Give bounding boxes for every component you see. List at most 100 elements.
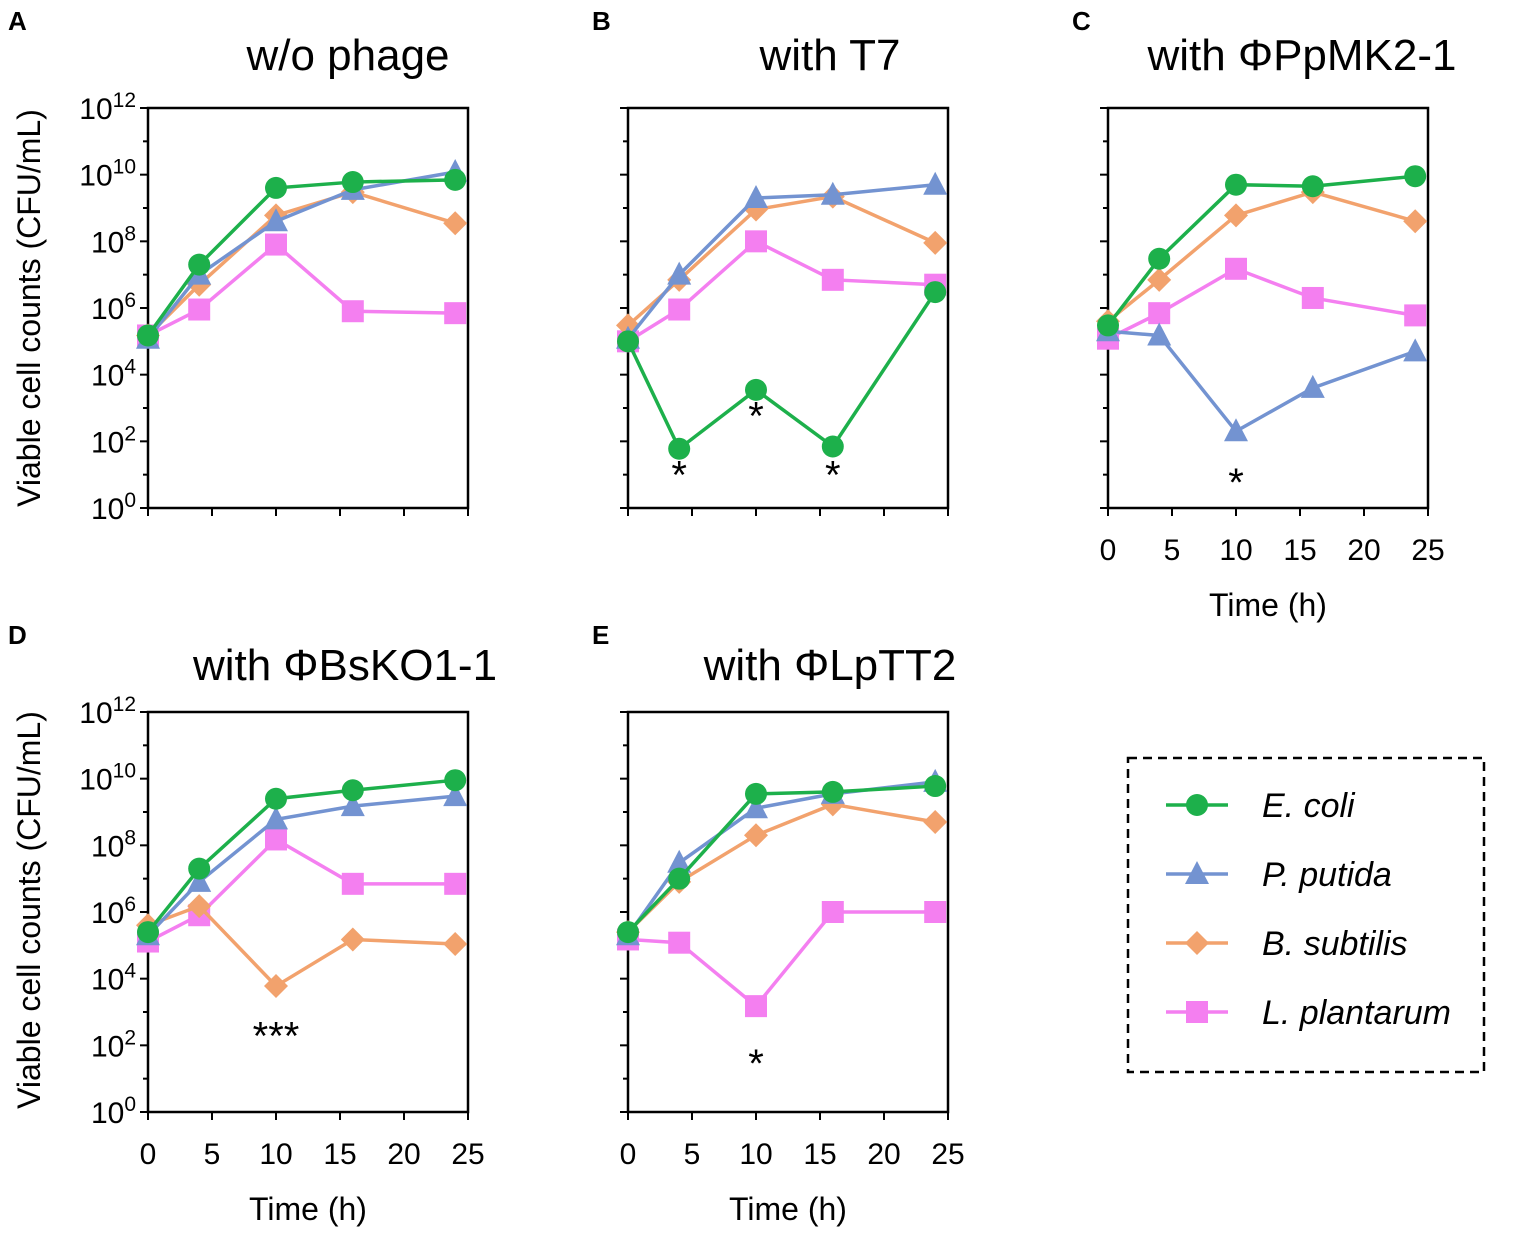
data-point <box>745 230 767 253</box>
data-point <box>821 780 844 803</box>
data-point <box>187 868 212 892</box>
series-e-coli <box>617 281 947 460</box>
data-point <box>745 378 767 401</box>
x-tick-label: 25 <box>1411 534 1444 567</box>
data-point <box>745 782 767 805</box>
data-point <box>668 298 691 321</box>
data-point <box>1147 267 1172 292</box>
data-point <box>188 253 211 276</box>
x-tick-label: 5 <box>1164 534 1181 567</box>
data-point <box>443 931 468 956</box>
y-tick-label: 102 <box>91 1026 136 1063</box>
series-e-coli <box>137 168 467 347</box>
data-point <box>1301 286 1324 309</box>
x-tick-label: 25 <box>451 1138 484 1171</box>
panel-a: Aw/o phage 100 102 104 106 108 1010 1012 <box>8 6 470 526</box>
data-point <box>821 901 844 923</box>
y-tick-label: 102 <box>91 422 136 459</box>
data-point <box>744 795 768 819</box>
series-b-subtilis <box>136 894 468 999</box>
significance-marker: *** <box>253 1014 300 1058</box>
y-tick-label: 108 <box>91 826 136 863</box>
data-point <box>617 330 639 353</box>
data-point <box>265 787 287 810</box>
data-point <box>444 872 467 895</box>
data-point <box>187 894 212 919</box>
x-tick-label: 5 <box>204 1138 221 1171</box>
data-point <box>341 300 364 323</box>
data-point <box>264 806 288 830</box>
panel-letter: A <box>8 6 27 36</box>
data-point <box>264 974 288 999</box>
legend-marker <box>1186 1001 1208 1023</box>
x-axis-title: Time (h) <box>729 1191 847 1227</box>
y-tick-label: 1012 <box>79 89 136 126</box>
x-tick-label: 10 <box>1219 534 1252 567</box>
data-point <box>668 437 691 460</box>
data-point <box>443 783 468 807</box>
data-point <box>265 233 287 256</box>
series-e-coli <box>137 769 467 944</box>
series-b-subtilis <box>136 180 468 348</box>
x-tick-label: 15 <box>323 1138 356 1171</box>
y-tick-label: 100 <box>91 1093 136 1130</box>
series-p-putida <box>1096 318 1428 442</box>
data-point <box>923 171 948 195</box>
y-tick-label: 1010 <box>79 156 136 193</box>
data-point <box>667 261 692 285</box>
data-point <box>340 793 365 817</box>
legend-item-b-subtilis: B. subtilis <box>1166 925 1408 963</box>
panel-title: with T7 <box>758 31 900 80</box>
data-point <box>264 208 288 232</box>
data-point <box>444 168 467 191</box>
legend-label: L. plantarum <box>1262 994 1451 1032</box>
series-line <box>627 910 936 1009</box>
data-point <box>924 281 947 304</box>
legend-marker <box>1186 794 1208 816</box>
data-point <box>265 176 287 199</box>
legend-item-p-putida: P. putida <box>1166 856 1392 894</box>
data-point <box>341 171 364 194</box>
data-point <box>1403 338 1428 362</box>
x-tick-label: 20 <box>387 1138 420 1171</box>
data-point <box>667 849 692 873</box>
series-line <box>1107 329 1416 434</box>
data-point <box>924 775 947 798</box>
data-point <box>444 302 467 325</box>
data-point <box>820 181 845 205</box>
legend-marker <box>1185 931 1209 955</box>
data-point <box>924 901 947 923</box>
data-point <box>744 184 768 208</box>
data-point <box>341 872 364 895</box>
y-tick-label: 106 <box>91 289 136 326</box>
significance-marker: * <box>748 394 764 438</box>
series-b-subtilis <box>616 184 948 338</box>
data-point <box>1097 314 1119 337</box>
panel-title: with ΦBsKO1-1 <box>192 641 497 690</box>
data-point <box>1225 173 1247 196</box>
x-tick-label: 20 <box>867 1138 900 1171</box>
significance-marker: * <box>1228 461 1244 505</box>
panel-title: with ΦLpTT2 <box>703 641 957 690</box>
data-point <box>188 298 211 321</box>
data-point <box>1224 203 1248 228</box>
data-point <box>745 995 767 1018</box>
series-l-plantarum <box>1097 257 1427 350</box>
data-point <box>444 769 467 792</box>
data-point <box>821 435 844 458</box>
legend-label: E. coli <box>1262 787 1356 825</box>
y-axis-title-top: Viable cell counts (CFU/mL) <box>11 109 47 507</box>
x-tick-label: 20 <box>1347 534 1380 567</box>
legend-item-l-plantarum: L. plantarum <box>1166 994 1451 1032</box>
data-point <box>443 211 468 236</box>
legend: E. coli P. putida B. subtilis L. plantarum <box>1126 756 1486 1074</box>
data-point <box>137 324 159 347</box>
x-axis-title: Time (h) <box>1209 587 1327 623</box>
y-tick-label: 104 <box>91 356 136 393</box>
